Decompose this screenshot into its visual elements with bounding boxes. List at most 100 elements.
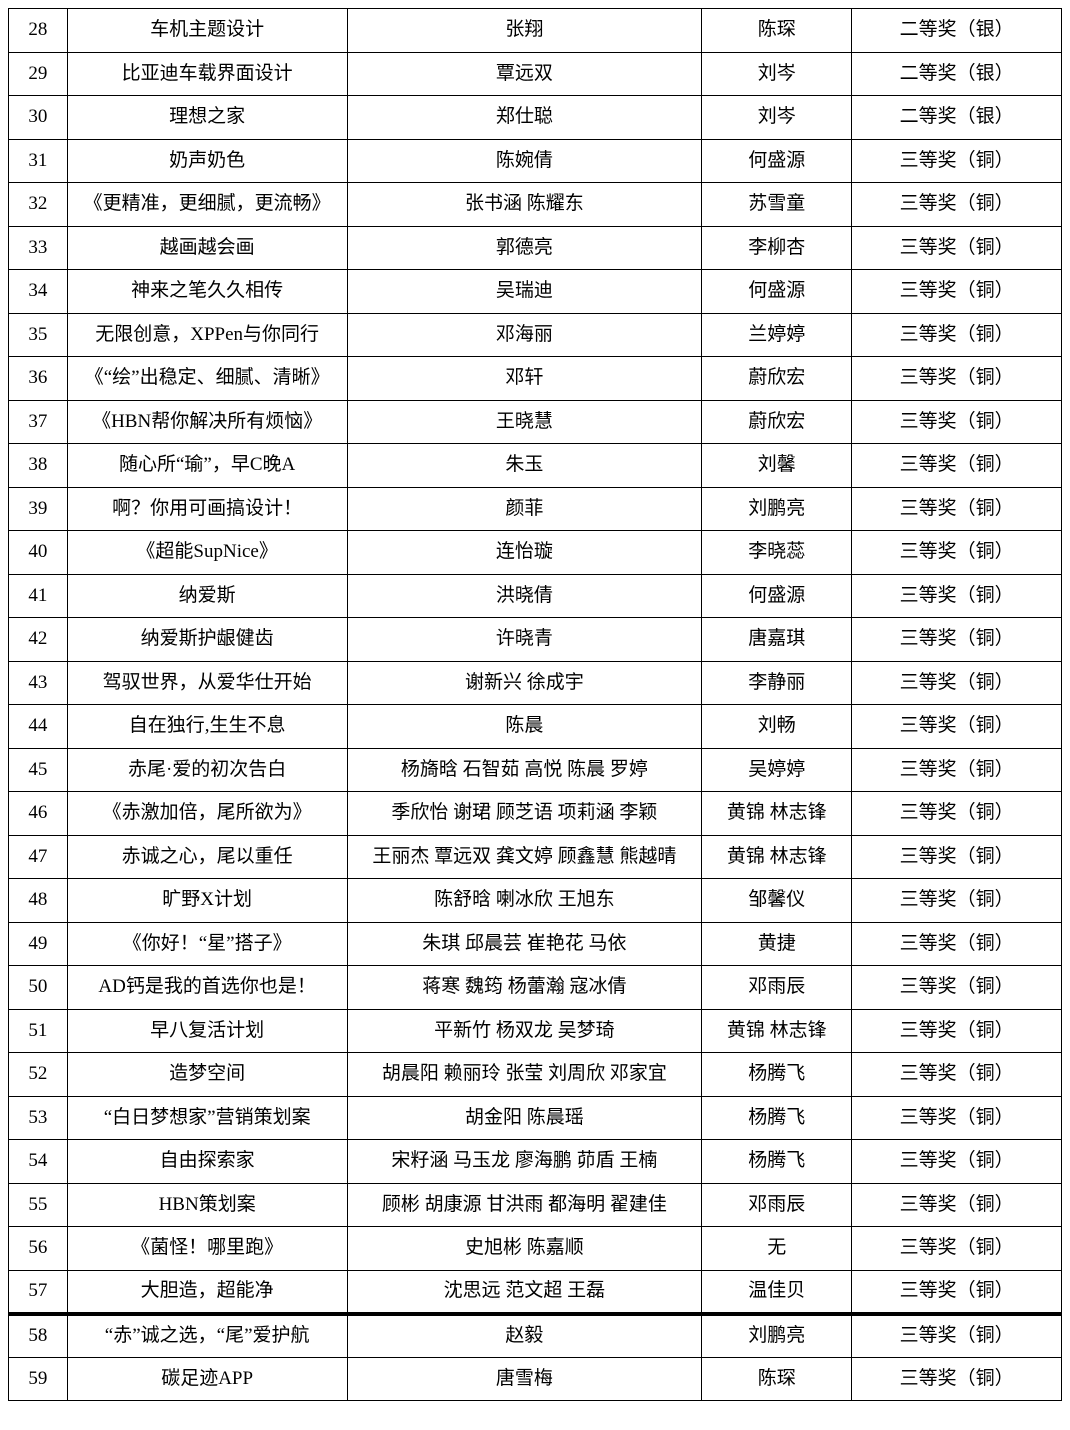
cell-award[interactable]: 三等奖（铜）	[851, 399, 1062, 444]
cell-award[interactable]: 三等奖（铜）	[851, 1052, 1062, 1097]
cell-authors[interactable]: 赵毅	[346, 1313, 703, 1358]
cell-title[interactable]: 造梦空间	[66, 1052, 348, 1097]
cell-title[interactable]: HBN策划案	[66, 1182, 348, 1227]
cell-index[interactable]: 30	[8, 95, 68, 140]
cell-award[interactable]: 三等奖（铜）	[851, 1226, 1062, 1271]
cell-advisor[interactable]: 李晓蕊	[701, 530, 853, 575]
cell-advisor[interactable]: 李柳杏	[701, 225, 853, 270]
cell-authors[interactable]: 许晓青	[346, 617, 703, 662]
table-row[interactable]: 55 HBN策划案 顾彬 胡康源 甘洪雨 都海明 翟建佳 邓雨辰 三等奖（铜）	[8, 1182, 1062, 1227]
cell-index[interactable]: 57	[8, 1269, 68, 1316]
table-row[interactable]: 57 大胆造，超能净 沈思远 范文超 王磊 温佳贝 三等奖（铜）	[8, 1269, 1062, 1316]
cell-advisor[interactable]: 陈琛	[701, 1356, 853, 1401]
cell-advisor[interactable]: 兰婷婷	[701, 312, 853, 357]
table-row[interactable]: 54 自由探索家 宋籽涵 马玉龙 廖海鹏 茆盾 王楠 杨腾飞 三等奖（铜）	[8, 1139, 1062, 1184]
cell-title[interactable]: 比亚迪车载界面设计	[66, 51, 348, 96]
cell-authors[interactable]: 季欣怡 谢珺 顾芝语 项莉涵 李颖	[346, 791, 703, 836]
table-row[interactable]: 47 赤诚之心，尾以重任 王丽杰 覃远双 龚文婷 顾鑫慧 熊越晴 黄锦 林志锋 三等奖（…	[8, 834, 1062, 879]
table-row[interactable]: 56 《菌怪！哪里跑》 史旭彬 陈嘉顺无三等奖（铜）	[8, 1226, 1062, 1271]
cell-authors[interactable]: 陈晨	[346, 704, 703, 749]
cell-index[interactable]: 28	[8, 8, 68, 53]
cell-authors[interactable]: 郭德亮	[346, 225, 703, 270]
cell-authors[interactable]: 谢新兴 徐成宇	[346, 660, 703, 705]
table-row[interactable]: 31 奶声奶色 陈婉倩 何盛源 三等奖（铜）	[8, 138, 1062, 183]
cell-index[interactable]: 42	[8, 617, 68, 662]
cell-authors[interactable]: 张翔	[346, 8, 703, 53]
cell-authors[interactable]: 朱琪 邱晨芸 崔艳花 马依	[346, 921, 703, 966]
table-row[interactable]: 44 自在独行,生生不息 陈晨 刘畅 三等奖（铜）	[8, 704, 1062, 749]
cell-advisor[interactable]: 黄捷	[701, 921, 853, 966]
cell-authors[interactable]: 连怡璇	[346, 530, 703, 575]
cell-title[interactable]: 赤诚之心，尾以重任	[66, 834, 348, 879]
cell-advisor[interactable]: 蔚欣宏	[701, 356, 853, 401]
table-row[interactable]: 58 “赤”诚之选，“尾”爱护航 赵毅 刘鹏亮 三等奖（铜）	[8, 1313, 1062, 1358]
cell-title[interactable]: 《“绘”出稳定、细腻、清晰》	[66, 356, 348, 401]
cell-index[interactable]: 59	[8, 1356, 68, 1401]
cell-index[interactable]: 50	[8, 965, 68, 1010]
cell-index[interactable]: 54	[8, 1139, 68, 1184]
table-row[interactable]: 39 啊？你用可画搞设计！ 颜菲 刘鹏亮 三等奖（铜）	[8, 486, 1062, 531]
cell-award[interactable]: 三等奖（铜）	[851, 921, 1062, 966]
cell-award[interactable]: 三等奖（铜）	[851, 225, 1062, 270]
cell-award[interactable]: 三等奖（铜）	[851, 356, 1062, 401]
cell-index[interactable]: 34	[8, 269, 68, 314]
cell-authors[interactable]: 史旭彬 陈嘉顺	[346, 1226, 703, 1271]
cell-index[interactable]: 41	[8, 573, 68, 618]
cell-index[interactable]: 32	[8, 182, 68, 227]
cell-authors[interactable]: 杨旖晗 石智茹 高悦 陈晨 罗婷	[346, 747, 703, 792]
cell-title[interactable]: 《HBN帮你解决所有烦恼》	[66, 399, 348, 444]
cell-award[interactable]: 三等奖（铜）	[851, 965, 1062, 1010]
cell-advisor[interactable]: 无	[701, 1226, 853, 1271]
cell-advisor[interactable]: 吴婷婷	[701, 747, 853, 792]
cell-authors[interactable]: 陈婉倩	[346, 138, 703, 183]
cell-index[interactable]: 37	[8, 399, 68, 444]
cell-index[interactable]: 40	[8, 530, 68, 575]
cell-award[interactable]: 三等奖（铜）	[851, 486, 1062, 531]
table-row[interactable]: 49 《你好！“星”搭子》 朱琪 邱晨芸 崔艳花 马依 黄捷 三等奖（铜）	[8, 921, 1062, 966]
cell-title[interactable]: 旷野X计划	[66, 878, 348, 923]
table-row[interactable]: 34 神来之笔久久相传 吴瑞迪 何盛源 三等奖（铜）	[8, 269, 1062, 314]
cell-advisor[interactable]: 黄锦 林志锋	[701, 1008, 853, 1053]
cell-advisor[interactable]: 杨腾飞	[701, 1139, 853, 1184]
cell-advisor[interactable]: 刘畅	[701, 704, 853, 749]
cell-index[interactable]: 47	[8, 834, 68, 879]
cell-index[interactable]: 39	[8, 486, 68, 531]
cell-advisor[interactable]: 刘馨	[701, 443, 853, 488]
cell-index[interactable]: 43	[8, 660, 68, 705]
cell-title[interactable]: 奶声奶色	[66, 138, 348, 183]
cell-authors[interactable]: 顾彬 胡康源 甘洪雨 都海明 翟建佳	[346, 1182, 703, 1227]
table-row[interactable]: 33 越画越会画 郭德亮 李柳杏 三等奖（铜）	[8, 225, 1062, 270]
table-row[interactable]: 50 AD钙是我的首选你也是！ 蒋寒 魏筠 杨蕾瀚 寇冰倩 邓雨辰 三等奖（铜）	[8, 965, 1062, 1010]
cell-advisor[interactable]: 苏雪童	[701, 182, 853, 227]
cell-title[interactable]: 越画越会画	[66, 225, 348, 270]
cell-authors[interactable]: 沈思远 范文超 王磊	[346, 1269, 703, 1316]
cell-authors[interactable]: 胡金阳 陈晨瑶	[346, 1095, 703, 1140]
cell-award[interactable]: 三等奖（铜）	[851, 834, 1062, 879]
table-row[interactable]: 45 赤尾·爱的初次告白 杨旖晗 石智茹 高悦 陈晨 罗婷 吴婷婷 三等奖（铜）	[8, 747, 1062, 792]
cell-index[interactable]: 56	[8, 1226, 68, 1271]
cell-title[interactable]: 《超能SupNice》	[66, 530, 348, 575]
cell-award[interactable]: 三等奖（铜）	[851, 747, 1062, 792]
cell-award[interactable]: 三等奖（铜）	[851, 617, 1062, 662]
cell-authors[interactable]: 张书涵 陈耀东	[346, 182, 703, 227]
cell-index[interactable]: 44	[8, 704, 68, 749]
table-row[interactable]: 52 造梦空间 胡晨阳 赖丽玲 张莹 刘周欣 邓家宜 杨腾飞 三等奖（铜）	[8, 1052, 1062, 1097]
cell-advisor[interactable]: 邓雨辰	[701, 1182, 853, 1227]
table-row[interactable]: 35 无限创意，XPPen与你同行 邓海丽 兰婷婷 三等奖（铜）	[8, 312, 1062, 357]
cell-advisor[interactable]: 邓雨辰	[701, 965, 853, 1010]
cell-award[interactable]: 三等奖（铜）	[851, 1182, 1062, 1227]
cell-index[interactable]: 53	[8, 1095, 68, 1140]
table-row[interactable]: 38 随心所“瑜”，早C晚A 朱玉 刘馨 三等奖（铜）	[8, 443, 1062, 488]
cell-advisor[interactable]: 黄锦 林志锋	[701, 834, 853, 879]
cell-advisor[interactable]: 何盛源	[701, 573, 853, 618]
cell-advisor[interactable]: 陈琛	[701, 8, 853, 53]
cell-award[interactable]: 三等奖（铜）	[851, 1269, 1062, 1316]
cell-index[interactable]: 35	[8, 312, 68, 357]
cell-title[interactable]: 车机主题设计	[66, 8, 348, 53]
cell-advisor[interactable]: 何盛源	[701, 138, 853, 183]
cell-award[interactable]: 三等奖（铜）	[851, 269, 1062, 314]
cell-award[interactable]: 三等奖（铜）	[851, 573, 1062, 618]
cell-award[interactable]: 二等奖（银）	[851, 8, 1062, 53]
cell-index[interactable]: 46	[8, 791, 68, 836]
table-row[interactable]: 36 《“绘”出稳定、细腻、清晰》 邓轩 蔚欣宏 三等奖（铜）	[8, 356, 1062, 401]
